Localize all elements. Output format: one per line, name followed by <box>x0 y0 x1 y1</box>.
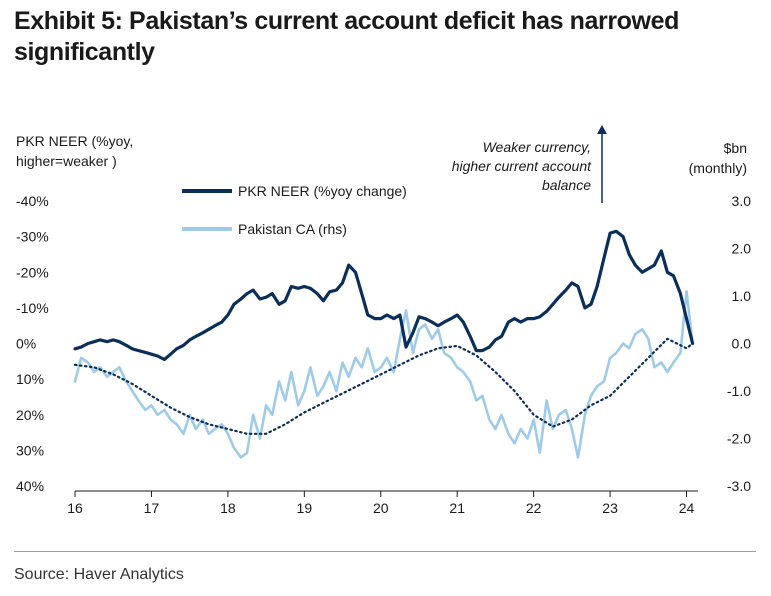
legend: PKR NEER (%yoy change) Pakistan CA (rhs) <box>182 183 407 237</box>
left-tick-label: 30% <box>16 442 44 458</box>
series-layer <box>73 229 695 459</box>
x-axis-ticks: 16 17 18 19 20 21 22 23 24 <box>67 491 695 516</box>
right-tick-label: -1.0 <box>727 383 751 399</box>
right-axis-title-line1: $bn <box>723 140 747 156</box>
right-tick-label: -2.0 <box>727 431 751 447</box>
left-tick-label: -30% <box>16 229 49 245</box>
x-tick-label: 19 <box>297 500 313 516</box>
chart-title-line1: Exhibit 5: Pakistan’s current account de… <box>14 7 679 35</box>
chart-title: Exhibit 5: Pakistan’s current account de… <box>14 6 754 68</box>
left-tick-label: 10% <box>16 371 44 387</box>
right-axis-ticks: 3.0 2.0 1.0 0.0 -1.0 -2.0 -3.0 <box>727 193 751 494</box>
legend-neer-label: PKR NEER (%yoy change) <box>238 183 407 199</box>
left-tick-label: 40% <box>16 478 44 494</box>
annotation-line1: Weaker currency, <box>482 139 591 155</box>
right-axis-title: $bn (monthly) <box>689 138 747 178</box>
source-note: Source: Haver Analytics <box>14 566 184 583</box>
series-line-pakistan-ca <box>73 289 694 459</box>
arrow-head <box>597 125 607 134</box>
right-tick-label: 0.0 <box>732 336 752 352</box>
series-line-ca-trend <box>73 337 694 435</box>
x-tick-label: 23 <box>602 500 618 516</box>
left-axis-title-line1: PKR NEER (%yoy, <box>16 133 134 149</box>
series-line-pkr-neer <box>73 229 695 362</box>
right-tick-label: 1.0 <box>732 288 752 304</box>
divider <box>14 551 756 552</box>
up-arrow-icon <box>597 125 607 203</box>
chart-title-line2: significantly <box>14 38 155 66</box>
x-tick-label: 21 <box>449 500 465 516</box>
left-axis-title: PKR NEER (%yoy, higher=weaker ) <box>16 131 133 171</box>
right-tick-label: 2.0 <box>732 241 752 257</box>
x-tick-label: 16 <box>67 500 83 516</box>
left-tick-label: 0% <box>16 336 36 352</box>
annotation-line2: higher current account <box>451 158 591 174</box>
annotation-line3: balance <box>541 177 591 193</box>
right-axis-title-line2: (monthly) <box>688 160 747 176</box>
left-tick-label: 20% <box>16 407 44 423</box>
left-axis-title-line2: higher=weaker ) <box>16 153 117 169</box>
x-tick-label: 17 <box>144 500 160 516</box>
x-tick-label: 18 <box>220 500 236 516</box>
annotation: Weaker currency, higher current account … <box>452 138 591 195</box>
x-tick-label: 22 <box>526 500 542 516</box>
right-tick-label: -3.0 <box>727 478 751 494</box>
x-tick-label: 20 <box>373 500 389 516</box>
left-tick-label: -10% <box>16 300 49 316</box>
x-tick-label: 24 <box>679 500 695 516</box>
left-axis-ticks: -40% -30% -20% -10% 0% 10% 20% 30% 40% <box>16 193 49 494</box>
left-tick-label: -40% <box>16 193 49 209</box>
legend-ca-label: Pakistan CA (rhs) <box>238 221 347 237</box>
left-tick-label: -20% <box>16 264 49 280</box>
right-tick-label: 3.0 <box>732 193 752 209</box>
